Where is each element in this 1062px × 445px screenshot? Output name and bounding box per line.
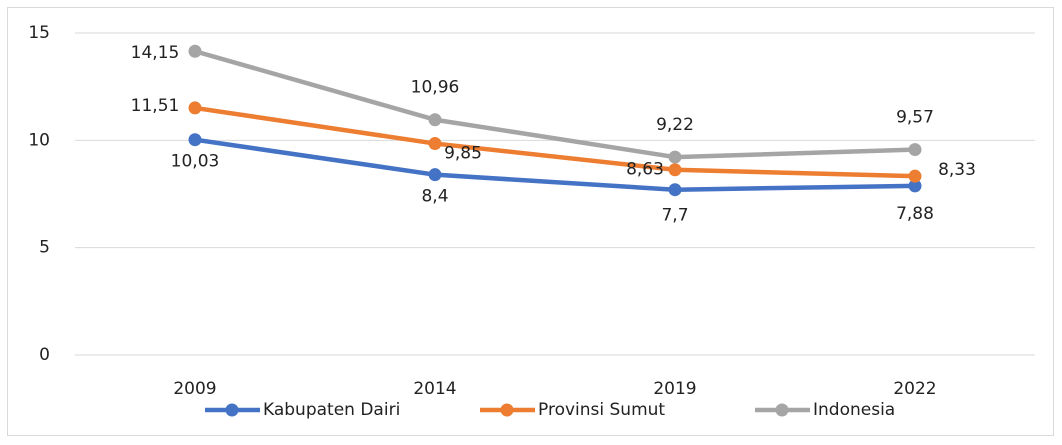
x-tick-label: 2022 xyxy=(893,379,936,399)
point xyxy=(908,169,922,183)
point xyxy=(908,143,922,157)
data-label: 8,33 xyxy=(938,160,976,180)
point xyxy=(188,101,202,115)
x-tick-label: 2014 xyxy=(413,379,456,399)
point xyxy=(188,133,202,147)
series-line xyxy=(194,105,916,179)
y-tick-label: 0 xyxy=(39,345,50,365)
data-label: 7,7 xyxy=(661,206,688,226)
legend-label: Kabupaten Dairi xyxy=(263,400,400,420)
point xyxy=(428,137,442,151)
legend-marker xyxy=(225,403,239,417)
legend-marker xyxy=(775,403,789,417)
point xyxy=(428,168,442,182)
y-tick-label: 5 xyxy=(39,238,50,258)
data-label: 8,4 xyxy=(421,187,448,207)
point xyxy=(188,44,202,58)
point xyxy=(908,179,922,193)
data-label: 14,15 xyxy=(131,43,180,63)
y-tick-label: 10 xyxy=(28,130,50,150)
data-label: 9,22 xyxy=(656,115,694,135)
x-tick-label: 2009 xyxy=(173,379,216,399)
data-label: 7,88 xyxy=(896,204,934,224)
series-line xyxy=(194,49,916,160)
data-label: 11,51 xyxy=(131,96,180,116)
legend-marker xyxy=(500,403,514,417)
data-label: 8,63 xyxy=(626,160,664,180)
data-label: 9,57 xyxy=(896,108,934,128)
legend-label: Indonesia xyxy=(813,400,895,420)
data-label: 10,03 xyxy=(171,152,220,172)
chart-border xyxy=(7,7,1054,436)
point xyxy=(428,113,442,127)
x-tick-label: 2019 xyxy=(653,379,696,399)
y-tick-label: 15 xyxy=(28,23,50,43)
data-label: 10,96 xyxy=(411,78,460,98)
series-line xyxy=(194,137,916,192)
point xyxy=(668,150,682,164)
data-label: 9,85 xyxy=(444,144,482,164)
point xyxy=(668,183,682,197)
point xyxy=(668,163,682,177)
legend-label: Provinsi Sumut xyxy=(538,400,665,420)
